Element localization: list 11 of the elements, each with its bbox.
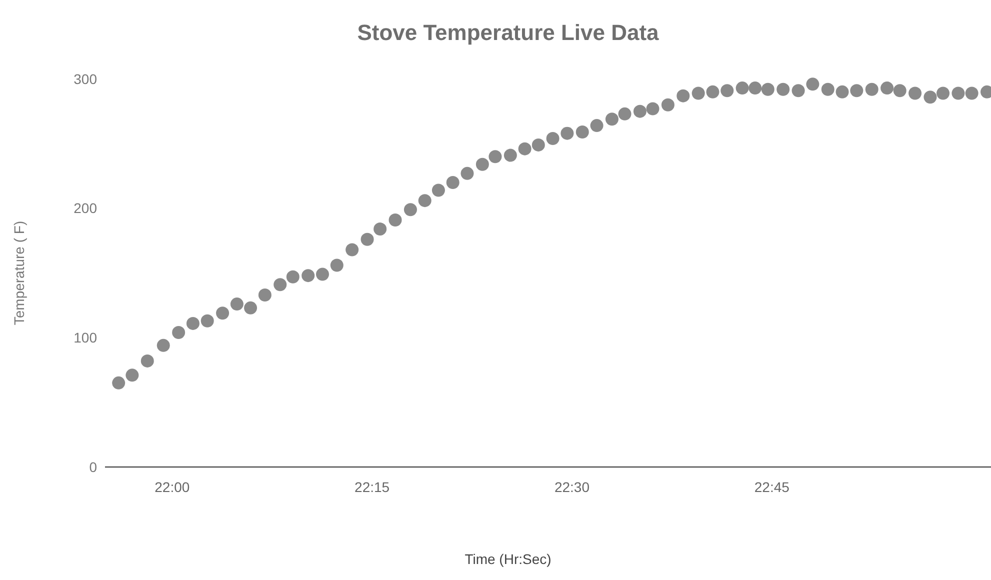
x-tick-label: 22:00 (154, 479, 190, 495)
x-tick-label: 22:45 (754, 479, 790, 495)
x-axis-title: Time (Hr:Sec) (464, 551, 552, 567)
y-tick-label: 200 (74, 200, 98, 216)
x-tick-label: 22:15 (354, 479, 390, 495)
y-tick-label: 0 (89, 458, 98, 475)
x-tick-label: 22:30 (554, 479, 590, 495)
y-tick-label: 100 (74, 330, 98, 346)
chart-title: Stove Temperature Live Data (357, 20, 660, 45)
y-axis-title: Temperature ( F) (11, 220, 27, 326)
y-tick-label: 300 (74, 70, 98, 87)
